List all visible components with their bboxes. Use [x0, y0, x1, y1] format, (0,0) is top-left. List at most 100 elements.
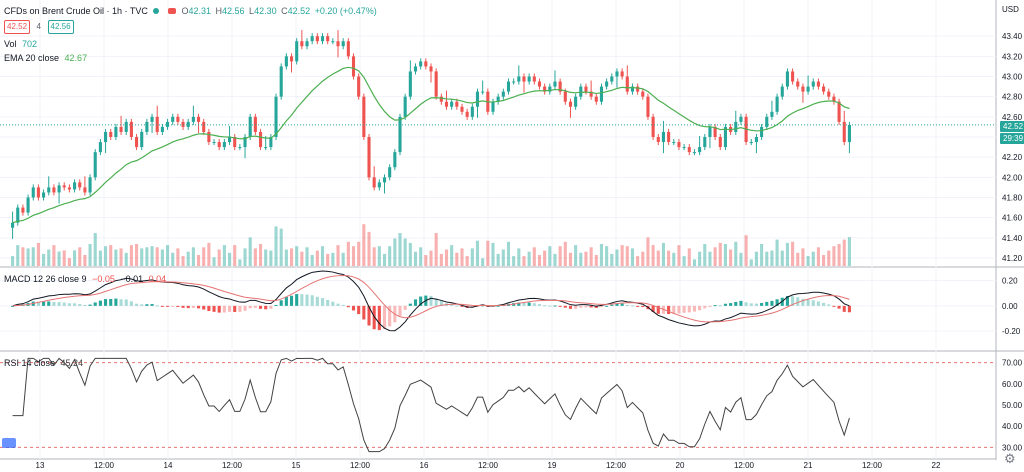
volume-bar	[465, 256, 469, 266]
candle-body	[496, 96, 500, 102]
candle-body	[429, 66, 433, 72]
volume-bar	[67, 258, 71, 266]
macd-histogram-bar	[610, 304, 614, 306]
candle-body	[140, 131, 144, 148]
time-tick-label: 12:00	[734, 461, 755, 470]
price-tick-label: 42.00	[1002, 173, 1023, 182]
candle-body	[532, 76, 536, 82]
candle-body	[145, 121, 149, 132]
bid-button[interactable]: 42.52	[4, 20, 31, 34]
high-label: H	[215, 5, 223, 16]
candle-body	[413, 66, 418, 72]
macd-histogram-bar	[713, 305, 717, 307]
volume-bar	[367, 231, 371, 266]
candle-body	[217, 142, 221, 148]
volume-bar	[166, 245, 170, 266]
macd-histogram-bar	[744, 302, 748, 306]
macd-histogram-bar	[708, 305, 712, 307]
candle-body	[119, 126, 123, 132]
candle-body	[274, 96, 278, 137]
candle-body	[289, 56, 294, 62]
macd-histogram-bar	[93, 302, 97, 306]
macd-histogram-bar	[341, 304, 345, 306]
candle-body	[661, 131, 666, 143]
volume-bar	[104, 246, 108, 266]
candle-body	[310, 36, 314, 42]
volume-bar	[455, 252, 459, 266]
macd-histogram-bar	[749, 303, 753, 306]
volume-bar	[475, 240, 480, 266]
volume-bar	[729, 249, 733, 266]
candle-body	[62, 185, 66, 188]
price-tick-label: 41.80	[1002, 194, 1023, 203]
candle-body	[558, 81, 562, 92]
candle-body	[672, 142, 676, 144]
candle-body	[625, 76, 629, 92]
candle-body	[351, 56, 356, 77]
macd-histogram-bar	[605, 305, 609, 307]
candle-body	[589, 91, 593, 97]
volume-bar	[83, 255, 87, 266]
volume-bar	[713, 247, 717, 266]
symbol-flag-icon	[167, 7, 176, 14]
macd-histogram-bar	[625, 304, 629, 306]
volume-bar	[419, 247, 423, 266]
macd-histogram-bar	[367, 305, 371, 326]
volume-bar	[594, 255, 598, 266]
macd-histogram-bar	[599, 305, 604, 307]
volume-bar	[548, 246, 552, 266]
volume-bar	[827, 250, 831, 266]
volume-bar	[501, 249, 505, 266]
macd-histogram-bar	[243, 305, 247, 311]
price-tick-label: 43.20	[1002, 52, 1023, 61]
macd-histogram-bar	[822, 302, 826, 306]
macd-legend[interactable]: MACD 12 26 close 9 −0.05 −0.01 0.04	[4, 272, 166, 285]
ema-legend[interactable]: EMA 20 close 42.67	[4, 51, 87, 64]
macd-histogram-bar	[563, 305, 567, 308]
candle-body	[646, 96, 650, 117]
macd-histogram-bar	[630, 305, 635, 307]
volume-bar	[26, 248, 30, 266]
candle-body	[181, 121, 185, 127]
volume-bar	[491, 242, 495, 266]
volume-bar	[424, 255, 428, 266]
rsi-tick-label: 60.00	[1002, 380, 1023, 389]
settings-gear-icon[interactable]: ⚙	[1004, 451, 1016, 466]
ask-button[interactable]: 42.56	[47, 20, 74, 34]
macd-histogram-bar	[47, 301, 51, 306]
volume-bar	[362, 224, 366, 266]
candle-body	[636, 86, 640, 92]
volume-bar	[506, 241, 511, 266]
volume-bar	[625, 246, 629, 266]
rsi-legend[interactable]: RSI 14 close 45.24	[4, 356, 83, 369]
candle-body	[243, 137, 247, 148]
macd-histogram-bar	[114, 298, 118, 306]
macd-histogram-bar	[796, 297, 800, 306]
candle-body	[827, 91, 831, 97]
macd-histogram-bar	[398, 305, 402, 317]
volume-bar	[615, 249, 619, 266]
volume-bar	[698, 251, 702, 266]
volume-bar	[408, 242, 412, 266]
volume-bar	[589, 247, 593, 266]
volume-bar	[527, 251, 531, 266]
candle-body	[150, 116, 154, 122]
volume-bar	[481, 258, 485, 266]
candle-body	[574, 96, 578, 107]
candle-body	[506, 81, 511, 92]
market-open-icon	[153, 7, 160, 14]
candle-body	[57, 185, 61, 193]
macd-histogram-bar	[233, 305, 237, 312]
volume-bar	[413, 251, 418, 266]
volume-bar	[439, 253, 443, 266]
ema-value: 42.67	[64, 52, 88, 63]
macd-histogram-bar	[760, 303, 764, 306]
volume-bar	[775, 239, 779, 266]
volume-legend[interactable]: Vol 702	[4, 37, 37, 50]
volume-bar	[346, 241, 350, 266]
macd-histogram-bar	[155, 305, 159, 307]
candle-body	[341, 41, 345, 47]
candle-body	[21, 207, 25, 213]
macd-histogram-bar	[413, 299, 418, 306]
